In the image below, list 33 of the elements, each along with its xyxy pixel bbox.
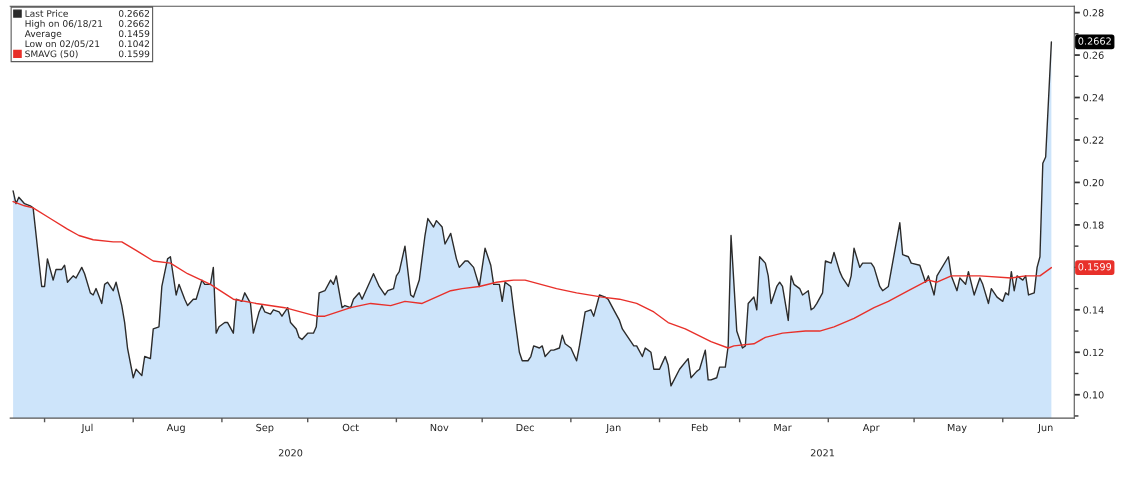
y-tick-label: 0.22 xyxy=(1083,136,1104,144)
legend-label: SMAVG (50) xyxy=(25,50,78,59)
x-tick-label: Oct xyxy=(342,423,359,432)
x-tick-label: Feb xyxy=(691,423,708,432)
y-tick-label: 0.28 xyxy=(1083,9,1104,17)
y-tick-label: 0.14 xyxy=(1083,306,1104,314)
x-tick-label: Jun xyxy=(1037,423,1053,433)
text: Average 0.1459 xyxy=(24,30,150,39)
y-tick-label: 0.10 xyxy=(1083,391,1104,399)
x-tick-label: Apr xyxy=(862,423,880,434)
x-tick-label: Aug xyxy=(166,423,185,434)
x-tick-label: May xyxy=(947,423,967,434)
x-tick-label: Dec xyxy=(516,423,534,432)
text: Low on 02/05/21 0.1042 xyxy=(25,40,149,48)
y-tick-label: 0.26 xyxy=(1083,51,1104,59)
text: 0.2662 xyxy=(118,10,149,17)
text: 2021 xyxy=(810,449,835,457)
text: 2020 xyxy=(278,449,303,457)
x-tick-label: Jan xyxy=(605,423,621,433)
text: 0.1599 xyxy=(118,50,150,58)
y-tick-label: 0.20 xyxy=(1083,178,1104,187)
text: High on 06/18/21 0.2662 xyxy=(25,19,149,29)
y-tick-label: 0.12 xyxy=(1083,348,1104,357)
legend-label: Last Price xyxy=(25,9,68,17)
annotation: 0.2662 xyxy=(1078,37,1111,45)
line-series xyxy=(12,200,1053,349)
x-tick-label: Jul xyxy=(81,423,93,433)
x-tick-label: Mar xyxy=(774,423,792,432)
annotation: 0.1599 xyxy=(1078,263,1112,271)
x-tick-label: Nov xyxy=(430,423,449,432)
y-tick-label: 0.24 xyxy=(1083,94,1104,102)
y-tick-label: 0.18 xyxy=(1083,221,1104,229)
x-tick-label: Sep xyxy=(256,423,274,434)
